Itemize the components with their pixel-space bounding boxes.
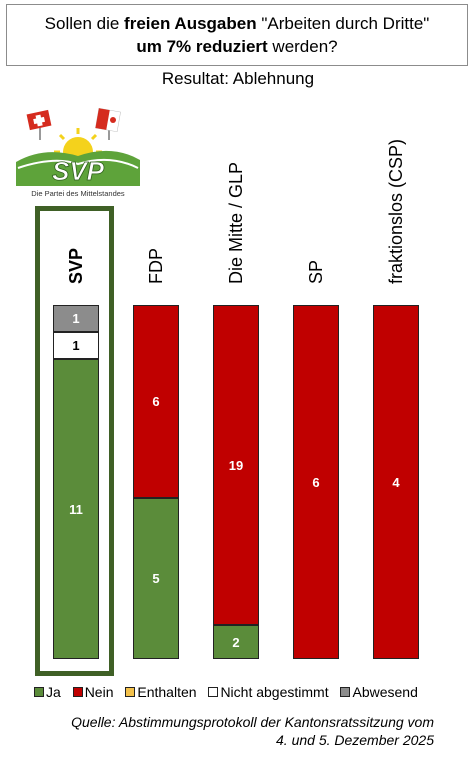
bar-segment-fdp-nein: 6: [133, 305, 179, 499]
legend-item-nein: Nein: [72, 684, 113, 700]
swiss-flag-icon: [26, 109, 52, 140]
data-label: 2: [232, 634, 240, 650]
legend-item-nicht-abgestimmt: Nicht abgestimmt: [208, 684, 329, 700]
legend-swatch-abwesend: [340, 687, 351, 697]
bar-segment-svp-ja: 11: [53, 359, 99, 659]
data-label: 1: [72, 311, 80, 327]
legend-swatch-enthalten: [125, 687, 136, 697]
source-note: Quelle: Abstimmungsprotokoll der Kantons…: [71, 714, 434, 748]
svp-logo: SVP Die Partei des Mittelstandes: [16, 108, 140, 198]
bar-segment-die-mitte-glp-nein: 19: [213, 305, 259, 626]
bar-segment-die-mitte-glp-ja: 2: [213, 625, 259, 659]
logo-tagline: Die Partei des Mittelstandes: [31, 189, 125, 198]
legend: Ja Nein Enthalten Nicht abgestimmt Abwes…: [34, 684, 426, 700]
legend-item-ja: Ja: [34, 684, 61, 700]
bar-segment-sp-nein: 6: [293, 305, 339, 659]
logo-text: SVP: [52, 156, 105, 186]
title-emphasis-2: um 7% reduziert: [136, 37, 268, 56]
svp-highlight-frame: [35, 206, 114, 676]
category-label-sp: SP: [306, 259, 326, 284]
data-label: 4: [392, 474, 400, 490]
result-text: Resultat: Ablehnung: [161, 69, 315, 88]
bar-segment-svp-abwesend: 1: [53, 305, 99, 333]
question-title: Sollen die freien Ausgaben "Arbeiten dur…: [6, 4, 468, 66]
bar-segment-svp-nicht-abgestimmt: 1: [53, 332, 99, 360]
legend-item-abwesend: Abwesend: [340, 684, 418, 700]
canton-flag-icon: [95, 108, 121, 140]
data-label: 19: [228, 457, 244, 473]
data-label: 1: [72, 338, 80, 354]
data-label: 11: [69, 501, 83, 517]
data-label: 6: [152, 394, 160, 410]
category-label-fraktionslos-csp: fraktionslos (CSP): [386, 138, 406, 284]
legend-swatch-nicht-abgestimmt: [208, 687, 219, 697]
bar-segment-fdp-ja: 5: [133, 498, 179, 659]
category-label-fdp: FDP: [146, 248, 166, 284]
legend-swatch-ja: [34, 687, 44, 697]
category-label-die-mitte-glp: Die Mitte / GLP: [226, 161, 246, 284]
title-emphasis-1: freien Ausgaben: [124, 14, 257, 33]
data-label: 5: [152, 571, 160, 587]
legend-swatch-nein: [72, 687, 83, 697]
legend-item-enthalten: Enthalten: [125, 684, 197, 700]
bar-segment-fraktionslos-csp-nein: 4: [373, 305, 419, 659]
data-label: 6: [312, 474, 320, 490]
